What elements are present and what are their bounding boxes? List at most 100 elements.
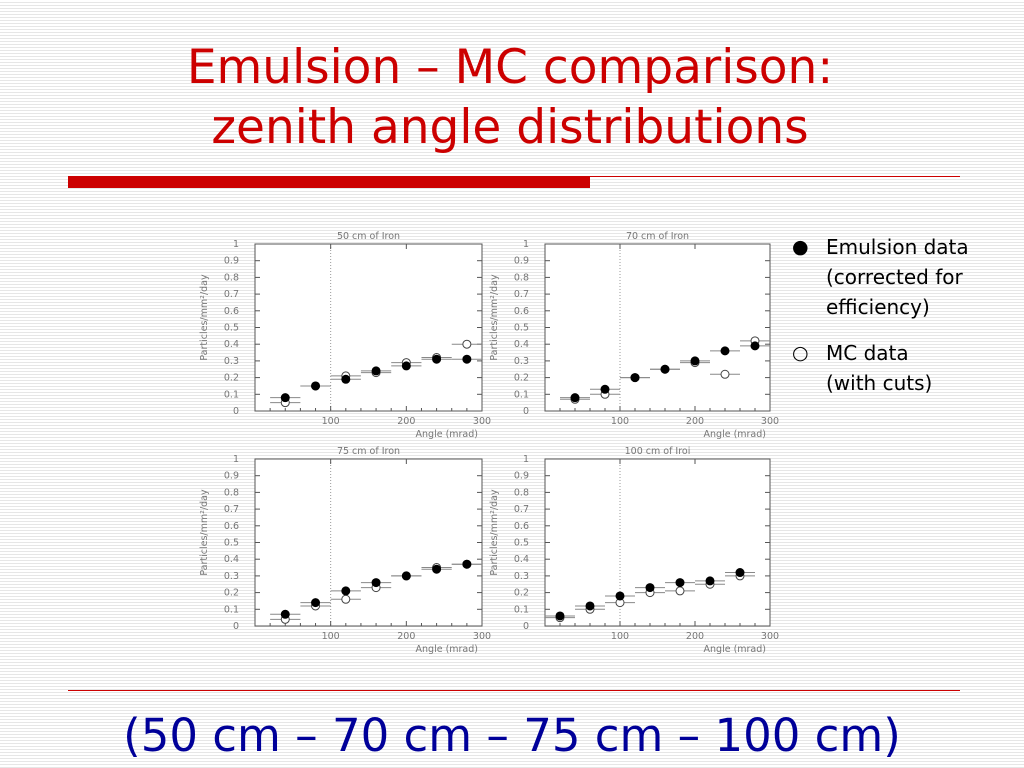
chart-panel-2: 0 0.1 0.2 0.3 0.4 0.5 0.6 0.7 0.8 0.9 1 100 200 300 70… [489,231,779,440]
x-tick-label: 200 [397,631,415,642]
y-tick-label: 1 [523,454,529,465]
mc-data-point [462,339,472,349]
chart-title: 75 cm of Iron [337,446,400,457]
emulsion-data-point [432,354,442,364]
y-tick-label: 0.7 [224,289,239,300]
y-tick-label: 0.9 [224,256,239,267]
y-tick-label: 0.8 [224,487,239,498]
y-tick-label: 0.2 [224,588,239,599]
y-tick-label: 0.6 [514,521,529,532]
y-tick-label: 0.5 [224,538,239,549]
emulsion-data-point [401,571,411,581]
y-tick-label: 0.3 [514,571,529,582]
x-axis-label: Angle (mrad) [416,429,478,440]
y-tick-label: 0.3 [514,356,529,367]
mc-data-point [675,586,685,596]
slide-title-line-1: Emulsion – MC comparison: [186,40,834,95]
y-tick-label: 1 [233,239,239,250]
y-tick-label: 0.5 [514,323,529,334]
y-tick-label: 0.8 [514,272,529,283]
x-tick-label: 300 [473,631,491,642]
y-tick-label: 0.2 [224,373,239,384]
y-tick-label: 0.8 [224,272,239,283]
emulsion-data-point [462,559,472,569]
emulsion-data-point [615,591,625,601]
y-tick-label: 1 [523,239,529,250]
legend-label-line: Emulsion data [826,235,969,259]
y-tick-label: 0.4 [514,339,529,350]
y-tick-label: 0.9 [514,471,529,482]
x-axis-label: Angle (mrad) [704,644,766,655]
x-tick-label: 200 [397,416,415,427]
emulsion-data-point [401,361,411,371]
legend: ● Emulsion data (corrected for efficienc… [792,232,1017,414]
chart-panel-1: 0 0.1 0.2 0.3 0.4 0.5 0.6 0.7 0.8 0.9 1 100 200 300 50… [199,231,491,440]
y-tick-label: 0 [233,621,239,632]
legend-label-emulsion: Emulsion data (corrected for efficiency) [826,232,969,322]
emulsion-data-point [462,354,472,364]
x-tick-label: 300 [761,631,779,642]
slide-title: Emulsion – MC comparison: zenith angle d… [60,38,960,158]
chart-panel-3: 0 0.1 0.2 0.3 0.4 0.5 0.6 0.7 0.8 0.9 1 100 200 300 75… [199,446,491,655]
legend-label-line: efficiency) [826,295,930,319]
filled-circle-icon: ● [792,236,809,258]
y-tick-label: 0 [523,621,529,632]
emulsion-data-point [660,364,670,374]
y-tick-label: 0.9 [514,256,529,267]
y-axis-label: Particles/mm²/day [199,274,210,361]
y-tick-label: 0.4 [514,554,529,565]
y-tick-label: 0.7 [224,504,239,515]
emulsion-data-point [645,583,655,593]
y-axis-label: Particles/mm²/day [199,489,210,576]
y-tick-label: 1 [233,454,239,465]
y-tick-label: 0.1 [514,604,529,615]
emulsion-data-point [280,609,290,619]
y-tick-label: 0.5 [224,323,239,334]
bottom-rule [68,690,960,691]
chart-title: 50 cm of Iron [337,231,400,242]
x-tick-label: 100 [322,631,340,642]
emulsion-data-point [371,578,381,588]
legend-label-line: (corrected for [826,265,963,289]
emulsion-data-point [570,393,580,403]
title-rule [590,176,960,177]
emulsion-data-point [555,611,565,621]
y-tick-label: 0.5 [514,538,529,549]
emulsion-data-point [690,356,700,366]
chart-title: 70 cm of Iron [626,231,689,242]
y-tick-label: 0.6 [224,306,239,317]
chart-title: 100 cm of Iroi [625,446,691,457]
emulsion-data-point [432,564,442,574]
chart-panel-4: 0 0.1 0.2 0.3 0.4 0.5 0.6 0.7 0.8 0.9 1 100 200 300 10… [489,446,779,655]
mc-data-point [341,594,351,604]
y-tick-label: 0.4 [224,339,239,350]
y-tick-label: 0.2 [514,373,529,384]
emulsion-data-point [371,366,381,376]
emulsion-data-point [600,384,610,394]
x-tick-label: 100 [611,416,629,427]
plot-frame [254,243,483,412]
plot-frame [544,458,771,627]
y-tick-label: 0.2 [514,588,529,599]
y-tick-label: 0.1 [514,389,529,400]
emulsion-data-point [341,586,351,596]
legend-label-line: (with cuts) [826,371,933,395]
legend-item-emulsion: ● Emulsion data (corrected for efficienc… [792,232,1017,322]
y-tick-label: 0 [233,406,239,417]
x-tick-label: 200 [686,631,704,642]
y-tick-label: 0.6 [514,306,529,317]
plot-frame [544,243,771,412]
x-tick-label: 100 [611,631,629,642]
y-tick-label: 0 [523,406,529,417]
emulsion-data-point [585,601,595,611]
plot-frame [254,458,483,627]
title-accent-bar [68,176,590,188]
emulsion-data-point [311,381,321,391]
x-axis-label: Angle (mrad) [704,429,766,440]
y-axis-label: Particles/mm²/day [489,274,500,361]
emulsion-data-point [280,393,290,403]
open-circle-icon: ○ [792,342,809,364]
slide-title-line-2: zenith angle distributions [211,100,809,155]
y-tick-label: 0.6 [224,521,239,532]
